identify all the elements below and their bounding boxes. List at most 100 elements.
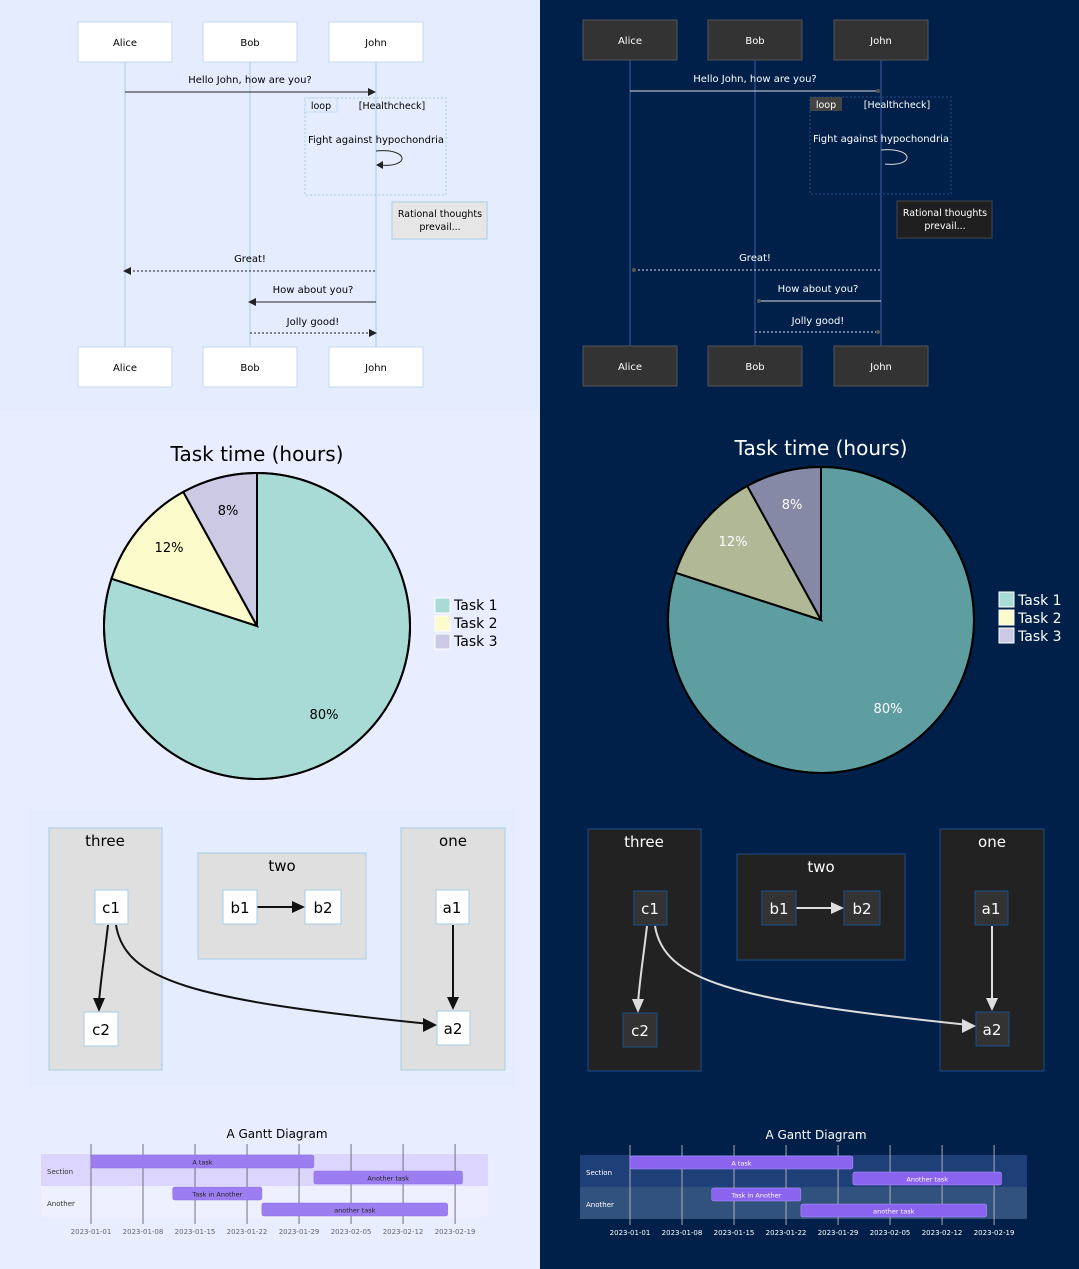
pie-label-task3: 8% [782, 498, 803, 513]
gantt-title: A Gantt Diagram [765, 1128, 866, 1142]
pie-legend: Task 1 Task 2 Task 3 [998, 591, 1062, 645]
gantt-task-label: Task in Another [730, 1192, 781, 1200]
gantt-tick-label: 2023-02-12 [383, 1228, 424, 1236]
group-label: one [439, 832, 467, 850]
note-line-2: prevail... [419, 222, 460, 233]
pie-title: Task time (hours) [170, 442, 344, 466]
node-label: b2 [313, 899, 332, 917]
actor-label: Alice [113, 363, 137, 374]
node-label: c2 [92, 1021, 110, 1039]
gantt-tick-label: 2023-02-05 [870, 1229, 911, 1237]
actor-alice-top: Alice [582, 19, 678, 61]
legend-task2: Task 2 [1017, 611, 1062, 627]
message-label: How about you? [778, 284, 859, 295]
legend-task3: Task 3 [1017, 629, 1062, 645]
gantt-task-bar [261, 1202, 448, 1217]
actor-alice-bottom: Alice [77, 346, 173, 388]
gantt-chart: Section Another 2023-01-01 2023-01-08 2023-0… [41, 1144, 488, 1236]
note-line-2: prevail... [924, 221, 965, 232]
message-label: Great! [739, 253, 771, 264]
gantt-tick-label: 2023-01-29 [818, 1229, 859, 1237]
gantt-task-label: Another task [367, 1175, 409, 1183]
gantt-task-bar [852, 1171, 1002, 1186]
gantt-tick-label: 2023-01-08 [662, 1229, 703, 1237]
gantt-tick-label: 2023-01-15 [175, 1228, 216, 1236]
actor-label: Alice [113, 38, 137, 49]
group-label: three [85, 832, 125, 850]
pie-legend: Task 1 Task 2 Task 3 [434, 597, 498, 650]
actor-label: John [869, 36, 892, 47]
node-label: c1 [641, 900, 659, 918]
node-c1: c1 [94, 889, 129, 925]
gantt-task-bar [172, 1186, 263, 1201]
node-a1: a1 [435, 889, 470, 925]
group-label: three [624, 833, 664, 851]
note-line-1: Rational thoughts [903, 208, 987, 219]
loop-condition: [Healthcheck] [359, 101, 425, 112]
message-label: Jolly good! [286, 317, 340, 328]
gantt-chart: Section Another 2023-01-01 2023-01-08 2023-0… [580, 1145, 1027, 1237]
note [391, 201, 488, 240]
gantt-tick-label: 2023-02-19 [974, 1229, 1015, 1237]
gantt-tick-label: 2023-01-01 [610, 1229, 651, 1237]
actor-bob-top: Bob [202, 21, 298, 63]
gantt-task-bar [629, 1155, 854, 1170]
gantt-title: A Gantt Diagram [226, 1127, 327, 1141]
actor-john-top: John [833, 19, 929, 61]
actor-bob-bottom: Bob [202, 346, 298, 388]
node-label: c1 [102, 899, 120, 917]
node-label: a1 [443, 899, 462, 917]
loop-frame [809, 96, 952, 195]
actor-john-top: John [328, 21, 424, 63]
actor-alice-top: Alice [77, 21, 173, 63]
node-b1: b1 [761, 890, 797, 926]
node-label: b1 [230, 899, 249, 917]
note [896, 200, 993, 239]
actor-john-bottom: John [328, 346, 424, 388]
legend-task1: Task 1 [453, 598, 498, 614]
light-diagrams: Alice Bob John Hello John, how are you? … [41, 21, 506, 1236]
legend-task3: Task 3 [453, 634, 498, 650]
actor-label: John [869, 362, 892, 373]
actor-alice-bottom: Alice [582, 345, 678, 387]
group-label: two [807, 858, 834, 876]
actor-bob-top: Bob [707, 19, 803, 61]
node-c1: c1 [633, 890, 668, 926]
light-panel: Alice Bob John Hello John, how are you? … [0, 0, 540, 1269]
dark-diagrams: Alice Bob John Hello John, how are you? … [580, 19, 1062, 1237]
gantt-tick-label: 2023-01-29 [279, 1228, 320, 1236]
actor-label: Alice [618, 36, 642, 47]
node-b2: b2 [843, 890, 881, 926]
pie-label-task2: 12% [155, 541, 184, 556]
gantt-task-bar [711, 1187, 802, 1202]
gantt-section-label: Another [47, 1200, 75, 1208]
gantt-tick-label: 2023-01-22 [766, 1229, 807, 1237]
pie-label-task1: 80% [310, 708, 339, 723]
message-label: Hello John, how are you? [693, 74, 816, 85]
actor-label: Bob [745, 362, 764, 373]
dark-panel: Alice Bob John Hello John, how are you? … [540, 0, 1079, 1269]
gantt-section-label: Another [586, 1201, 614, 1209]
node-label: a2 [444, 1020, 463, 1038]
actor-label: Alice [618, 362, 642, 373]
pie-label-task3: 8% [218, 504, 239, 519]
actor-label: Bob [745, 36, 764, 47]
actor-label: Bob [240, 38, 259, 49]
actor-label: Bob [240, 363, 259, 374]
gantt-task-label: Another task [906, 1176, 948, 1184]
gantt-task-label: another task [873, 1208, 914, 1216]
legend-task2: Task 2 [453, 616, 498, 632]
node-a2: a2 [436, 1010, 471, 1046]
gantt-task-label: A task [731, 1160, 751, 1168]
pie-chart [667, 465, 975, 774]
loop-label: loop [816, 100, 836, 111]
node-c2: c2 [83, 1011, 119, 1047]
message-label: Fight against hypochondria [308, 135, 444, 146]
node-label: a1 [982, 900, 1001, 918]
gantt-tick-label: 2023-02-05 [331, 1228, 372, 1236]
node-a2: a2 [975, 1011, 1010, 1047]
gantt-tick-label: 2023-01-08 [123, 1228, 164, 1236]
pie-title: Task time (hours) [734, 436, 908, 460]
gantt-section-label: Section [586, 1169, 612, 1177]
gantt-task-label: A task [192, 1159, 212, 1167]
